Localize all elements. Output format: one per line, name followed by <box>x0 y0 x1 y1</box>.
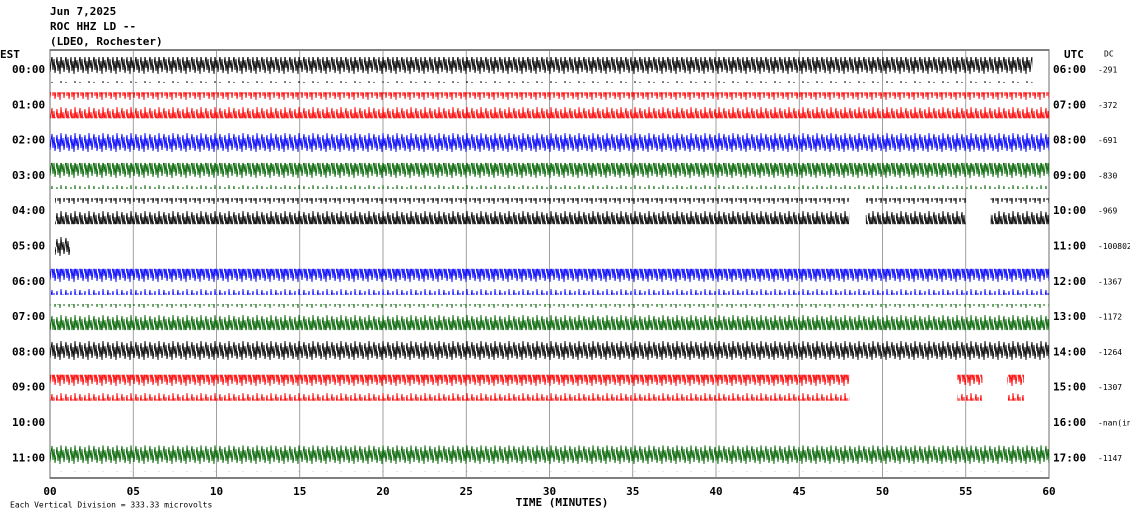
trace-segment <box>50 162 1049 189</box>
utc-label: 09:00 <box>1053 169 1086 182</box>
est-label: 10:00 <box>12 416 45 429</box>
trace-segment <box>50 445 1049 472</box>
est-label: 08:00 <box>12 345 45 358</box>
utc-label: 15:00 <box>1053 381 1086 394</box>
x-tick-label: 10 <box>210 485 223 498</box>
trace-segment <box>54 233 70 260</box>
utc-label: 07:00 <box>1053 98 1086 111</box>
trace-segment <box>865 198 966 225</box>
trace-segment <box>50 57 1033 83</box>
x-tick-label: 35 <box>626 485 639 498</box>
trace-segment <box>50 127 1049 154</box>
utc-label: 14:00 <box>1053 345 1086 358</box>
dc-label: -291 <box>1098 66 1117 75</box>
x-tick-label: 05 <box>127 485 140 498</box>
utc-label: 10:00 <box>1053 204 1086 217</box>
trace-segment <box>50 268 1049 295</box>
x-tick-label: 20 <box>376 485 389 498</box>
x-tick-label: 60 <box>1042 485 1055 498</box>
x-tick-label: 40 <box>709 485 722 498</box>
trace-segment <box>749 374 850 401</box>
est-label: 07:00 <box>12 310 45 323</box>
est-label: 01:00 <box>12 98 45 111</box>
x-tick-label: 30 <box>543 485 556 498</box>
dc-label: -372 <box>1098 101 1117 110</box>
x-tick-label: 25 <box>460 485 473 498</box>
x-tick-label: 15 <box>293 485 306 498</box>
est-label: 02:00 <box>12 134 45 147</box>
dc-label: -691 <box>1098 136 1117 145</box>
utc-label: 13:00 <box>1053 310 1086 323</box>
dc-label: -nan(ind <box>1098 419 1130 428</box>
est-label: 00:00 <box>12 63 45 76</box>
utc-label: 17:00 <box>1053 451 1086 464</box>
x-tick-label: 00 <box>43 485 56 498</box>
trace-segment <box>50 374 750 401</box>
dc-label: -1008028 <box>1098 242 1130 251</box>
trace-segment <box>50 304 1049 331</box>
x-tick-label: 50 <box>876 485 889 498</box>
est-label: 09:00 <box>12 381 45 394</box>
dc-label: -830 <box>1098 171 1117 180</box>
right-axis-title: UTC <box>1064 48 1084 61</box>
dc-title: DC <box>1104 50 1114 59</box>
x-tick-label: 45 <box>793 485 806 498</box>
dc-label: -1367 <box>1098 277 1122 286</box>
dc-label: -1172 <box>1098 313 1122 322</box>
est-label: 06:00 <box>12 275 45 288</box>
est-label: 03:00 <box>12 169 45 182</box>
header-line: Jun 7,2025 <box>50 5 116 18</box>
trace-segment <box>50 339 1049 366</box>
est-label: 11:00 <box>12 451 45 464</box>
utc-label: 16:00 <box>1053 416 1086 429</box>
utc-label: 06:00 <box>1053 63 1086 76</box>
est-label: 05:00 <box>12 240 45 253</box>
trace-segment <box>54 198 850 225</box>
dc-label: -1147 <box>1098 454 1122 463</box>
trace-segment <box>50 92 1049 119</box>
utc-label: 08:00 <box>1053 134 1086 147</box>
dc-label: -1307 <box>1098 383 1122 392</box>
trace-segment <box>1007 374 1025 401</box>
left-axis-title: EST <box>0 48 20 61</box>
x-tick-label: 55 <box>959 485 972 498</box>
scale-note: Each Vertical Division = 333.33 microvol… <box>10 501 212 510</box>
est-label: 04:00 <box>12 204 45 217</box>
dc-label: -1264 <box>1098 348 1122 357</box>
header-line: (LDEO, Rochester) <box>50 35 163 48</box>
dc-label: -969 <box>1098 207 1117 216</box>
trace-segment <box>957 374 983 401</box>
header-line: ROC HHZ LD -- <box>50 20 136 33</box>
utc-label: 12:00 <box>1053 275 1086 288</box>
trace-segment <box>990 198 1049 225</box>
utc-label: 11:00 <box>1053 240 1086 253</box>
x-axis-title: TIME (MINUTES) <box>516 496 609 509</box>
